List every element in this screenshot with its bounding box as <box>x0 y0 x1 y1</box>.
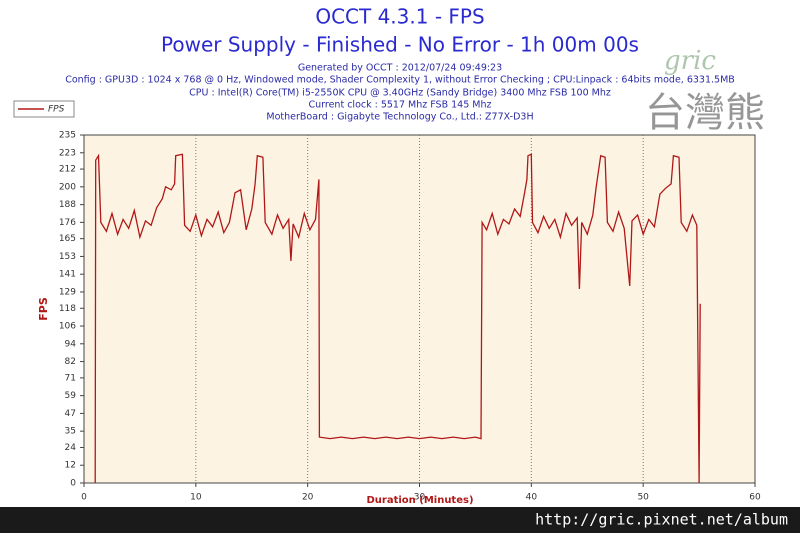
x-tick-label: 30 <box>414 493 426 503</box>
y-tick-label: 12 <box>65 461 76 471</box>
info-line: Config : GPU3D : 1024 x 768 @ 0 Hz, Wind… <box>65 75 735 86</box>
legend: FPS <box>13 100 75 118</box>
info-line: CPU : Intel(R) Core(TM) i5-2550K CPU @ 3… <box>189 88 611 99</box>
y-tick-label: 82 <box>65 357 76 367</box>
y-tick-label: 94 <box>65 339 77 349</box>
y-tick-label: 223 <box>59 148 76 158</box>
watermark-url: http://gric.pixnet.net/album <box>535 511 788 529</box>
y-tick-label: 165 <box>59 234 76 244</box>
x-tick-label: 60 <box>749 493 761 503</box>
chart-title: OCCT 4.3.1 - FPS <box>315 5 484 29</box>
y-axis-label: FPS <box>37 297 50 321</box>
info-line: Generated by OCCT : 2012/07/24 09:49:23 <box>298 63 502 74</box>
info-line: MotherBoard : Gigabyte Technology Co., L… <box>266 112 533 123</box>
legend-label: FPS <box>48 105 65 115</box>
y-tick-label: 212 <box>59 165 76 175</box>
y-tick-label: 0 <box>70 479 76 489</box>
info-line: Current clock : 5517 Mhz FSB 145 Mhz <box>309 100 492 111</box>
y-tick-label: 188 <box>59 200 76 210</box>
y-tick-label: 200 <box>59 182 76 192</box>
y-tick-label: 141 <box>59 270 76 280</box>
y-tick-label: 59 <box>65 391 77 401</box>
y-tick-label: 129 <box>59 287 76 297</box>
x-tick-label: 40 <box>526 493 538 503</box>
x-tick-label: 0 <box>81 493 87 503</box>
y-tick-label: 35 <box>65 427 76 437</box>
x-tick-label: 10 <box>190 493 202 503</box>
data-line <box>94 153 701 484</box>
x-tick-label: 20 <box>302 493 314 503</box>
y-tick-label: 176 <box>59 218 76 228</box>
chart-subtitle: Power Supply - Finished - No Error - 1h … <box>161 33 639 57</box>
y-tick-label: 24 <box>65 443 77 453</box>
y-tick-label: 118 <box>59 304 76 314</box>
y-tick-label: 71 <box>65 373 76 383</box>
y-tick-label: 153 <box>59 252 76 262</box>
y-tick-label: 235 <box>59 131 76 141</box>
watermark-bar <box>0 507 800 533</box>
x-tick-label: 50 <box>637 493 649 503</box>
y-tick-label: 106 <box>59 322 76 332</box>
y-tick-label: 47 <box>65 409 76 419</box>
x-axis-label: Duration (Minutes) <box>366 495 473 506</box>
logo: gric <box>664 46 716 76</box>
logo-cjk: 台灣熊 <box>645 90 765 136</box>
